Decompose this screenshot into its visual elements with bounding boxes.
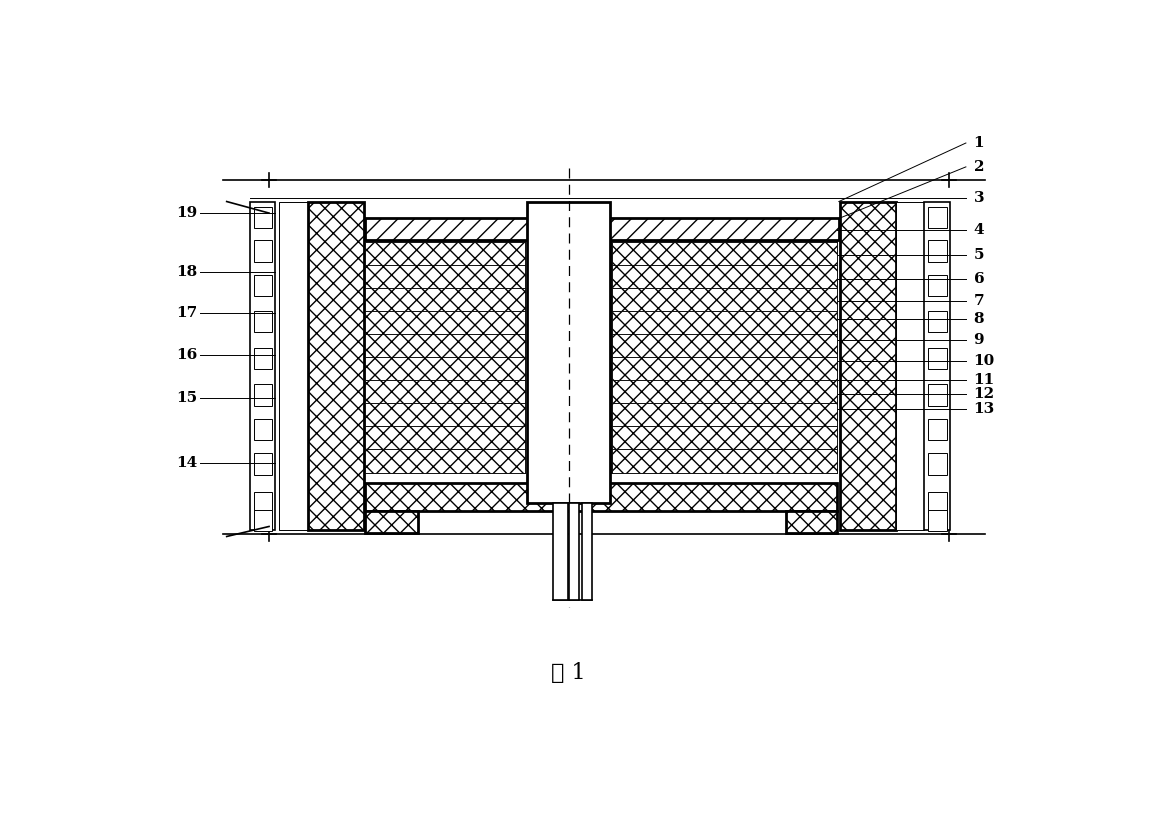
Text: 5: 5: [973, 249, 984, 263]
Bar: [612, 426, 837, 449]
Bar: [612, 311, 837, 334]
Bar: [612, 241, 837, 264]
Bar: [612, 357, 837, 380]
Bar: [365, 218, 839, 240]
Text: 10: 10: [973, 354, 994, 368]
Bar: [924, 202, 950, 530]
Bar: [365, 403, 526, 426]
Bar: [254, 419, 272, 440]
Bar: [612, 380, 837, 403]
Bar: [929, 419, 946, 440]
Bar: [254, 240, 272, 262]
Text: 7: 7: [973, 294, 984, 308]
Bar: [279, 202, 308, 530]
Bar: [250, 202, 275, 530]
Bar: [365, 241, 526, 264]
Text: 12: 12: [973, 387, 994, 401]
Bar: [929, 207, 946, 229]
Bar: [365, 311, 526, 334]
Bar: [254, 275, 272, 297]
Bar: [929, 491, 946, 514]
Text: 16: 16: [176, 348, 197, 362]
Bar: [254, 207, 272, 229]
Bar: [896, 202, 924, 530]
Text: 2: 2: [973, 160, 984, 174]
Bar: [553, 503, 568, 600]
Bar: [929, 275, 946, 297]
Bar: [612, 287, 837, 311]
Bar: [929, 240, 946, 262]
Bar: [254, 491, 272, 514]
Text: 17: 17: [176, 306, 197, 320]
Bar: [365, 264, 526, 287]
Bar: [254, 453, 272, 475]
Text: 图 1: 图 1: [552, 662, 586, 684]
Text: 13: 13: [973, 401, 994, 415]
Text: 1: 1: [973, 136, 984, 150]
Bar: [569, 503, 579, 600]
Bar: [527, 202, 610, 503]
Bar: [929, 348, 946, 369]
Bar: [929, 453, 946, 475]
Bar: [612, 264, 837, 287]
Text: 19: 19: [176, 206, 197, 220]
Bar: [929, 311, 946, 332]
Bar: [365, 482, 837, 511]
Bar: [612, 334, 837, 357]
Bar: [365, 511, 418, 533]
Text: 15: 15: [176, 391, 197, 405]
Text: 14: 14: [176, 456, 197, 469]
Bar: [785, 511, 837, 533]
Text: 6: 6: [973, 272, 984, 286]
Bar: [365, 426, 526, 449]
Bar: [254, 311, 272, 332]
Bar: [254, 384, 272, 406]
Bar: [254, 510, 272, 531]
Bar: [929, 510, 946, 531]
Bar: [365, 357, 526, 380]
Bar: [365, 380, 526, 403]
Text: 9: 9: [973, 333, 984, 347]
Text: 4: 4: [973, 223, 984, 237]
Bar: [929, 384, 946, 406]
Text: 11: 11: [973, 373, 994, 387]
Bar: [254, 348, 272, 369]
Bar: [308, 202, 364, 530]
Text: 18: 18: [176, 265, 197, 279]
Text: 3: 3: [973, 191, 984, 205]
Bar: [365, 449, 526, 472]
Bar: [612, 449, 837, 472]
Bar: [612, 403, 837, 426]
Bar: [365, 334, 526, 357]
Bar: [581, 503, 593, 600]
Bar: [365, 287, 526, 311]
Text: 8: 8: [973, 312, 984, 326]
Bar: [839, 202, 896, 530]
